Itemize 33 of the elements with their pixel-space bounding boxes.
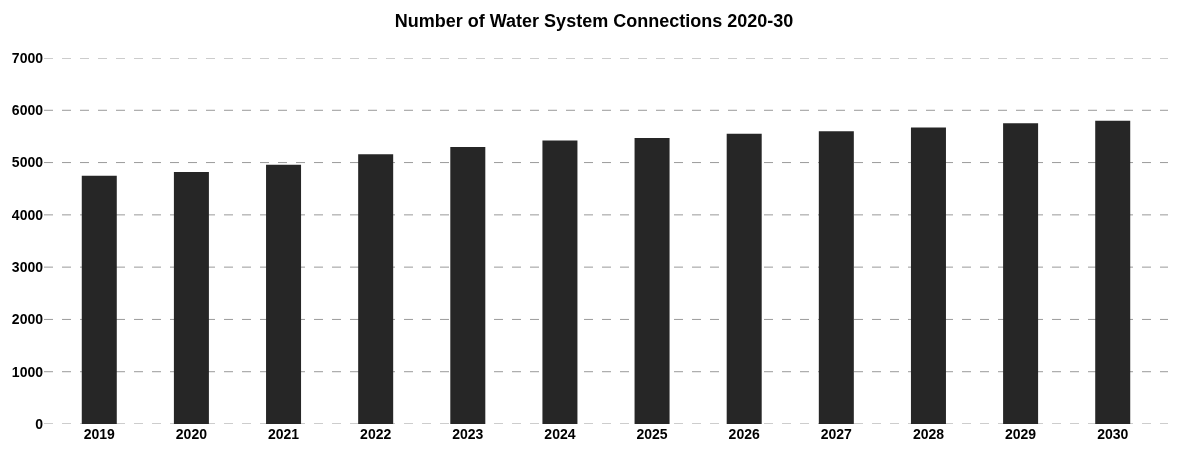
x-tick-label: 2030: [1097, 426, 1129, 442]
x-tick-label: 2020: [175, 426, 208, 442]
x-tick-label: 2022: [360, 426, 392, 442]
bar: [910, 127, 946, 424]
x-tick-label: 2028: [912, 426, 945, 442]
bar: [818, 131, 854, 424]
x-tick-label: 2023: [452, 426, 484, 442]
bar: [1003, 123, 1039, 424]
y-tick-label: 2000: [11, 311, 44, 328]
bar: [266, 164, 302, 424]
y-tick-label: 1000: [11, 363, 44, 380]
bar: [358, 154, 394, 424]
x-tick-label: 2029: [1005, 426, 1037, 442]
x-tick-label: 2024: [544, 426, 576, 442]
y-tick-label: 3000: [11, 259, 44, 276]
y-tick-label: 6000: [11, 102, 44, 119]
x-tick-label: 2026: [728, 426, 760, 442]
bar: [634, 138, 670, 424]
y-tick-label: 4000: [11, 206, 44, 223]
y-tick-label: 5000: [11, 154, 44, 171]
x-tick-label: 2021: [267, 426, 300, 442]
chart-title: Number of Water System Connections 2020-30: [394, 11, 794, 32]
bar: [450, 146, 486, 424]
bar: [81, 175, 117, 424]
bar: [1095, 120, 1131, 424]
y-tick-label: 0: [35, 415, 44, 432]
y-tick-label: 7000: [11, 49, 44, 66]
bar: [542, 140, 578, 424]
bar: [726, 133, 762, 424]
x-tick-label: 2025: [636, 426, 668, 442]
x-tick-label: 2027: [820, 426, 853, 442]
x-tick-label: 2019: [83, 426, 116, 442]
bar: [173, 171, 209, 424]
